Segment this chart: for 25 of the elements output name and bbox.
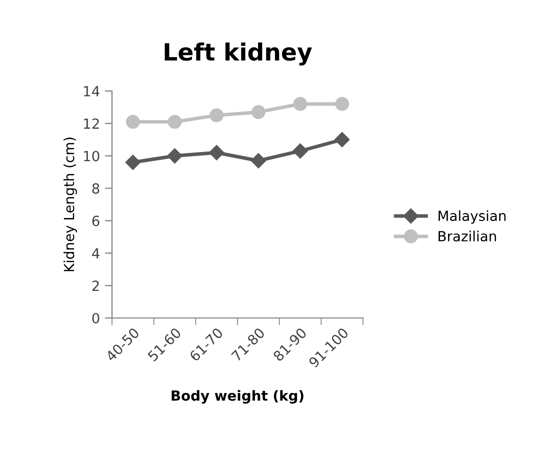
point: [292, 143, 308, 159]
point: [209, 145, 224, 160]
point: [125, 154, 140, 170]
y-tick-label: 4: [92, 248, 100, 258]
y-tick-label: 10: [84, 150, 100, 162]
point: [250, 153, 266, 168]
legend-label: Malaysian: [438, 210, 506, 224]
point: [251, 105, 266, 120]
y-tick-label: 6: [92, 216, 100, 226]
point: [126, 114, 140, 129]
point: [335, 97, 350, 111]
y-tick-label: 2: [92, 280, 99, 291]
y-tick-label: 12: [84, 118, 99, 129]
y-axis-title: Kidney Length (cm): [64, 138, 77, 272]
y-tick-label: 8: [92, 183, 100, 194]
point: [293, 97, 308, 111]
y-tick-label: 0: [92, 312, 100, 324]
point: [210, 108, 224, 122]
chart-title: Left kidney: [164, 42, 312, 66]
x-axis-title: Body weight (kg): [172, 390, 304, 404]
point: [334, 132, 350, 148]
point: [167, 148, 182, 164]
y-tick-label: 14: [84, 86, 100, 96]
legend-label: Brazilian: [438, 230, 496, 242]
point: [168, 114, 182, 129]
